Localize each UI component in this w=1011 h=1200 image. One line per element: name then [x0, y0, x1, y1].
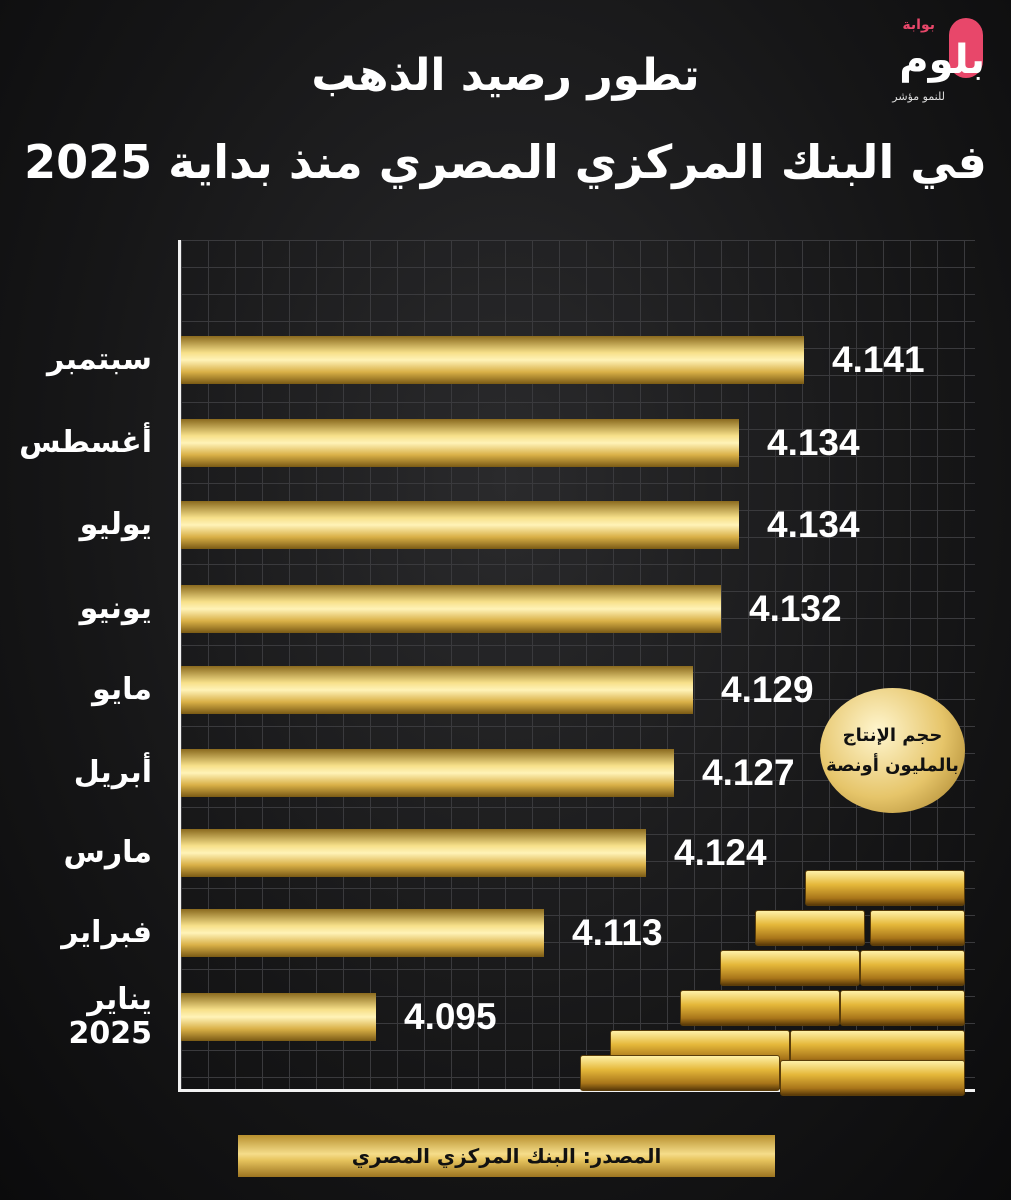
chart-area: 4.141 4.134 4.134 4.132 4.129 4.127 4.124 4.113…: [178, 240, 975, 1092]
chart-title: تطور رصيد الذهب: [311, 50, 700, 101]
bar: [181, 749, 674, 797]
category-label: فبراير: [61, 915, 152, 950]
logo-sub: للنمو مؤشر: [892, 90, 945, 103]
category-label: يونيو: [79, 591, 152, 626]
bar: [181, 501, 739, 549]
category-label: مايو: [92, 672, 152, 707]
logo-top: بوابة: [902, 17, 935, 33]
data-label: 4.095: [404, 996, 497, 1037]
gold-ingot: [580, 1055, 780, 1091]
gold-ingot: [780, 1060, 965, 1096]
gold-ingot: [840, 990, 965, 1026]
bar: [181, 909, 544, 957]
category-label: أغسطس: [19, 425, 152, 460]
data-label: 4.127: [702, 752, 795, 793]
gold-ingot: [805, 870, 965, 906]
gold-bars-illustration: [580, 870, 965, 1096]
data-label: 4.113: [572, 912, 663, 953]
microphone-icon: [949, 18, 983, 78]
data-label: 4.134: [767, 504, 860, 545]
category-label: يناير 2025: [68, 982, 153, 1051]
gold-ingot: [680, 990, 840, 1026]
data-label: 4.132: [749, 588, 842, 629]
data-label: 4.141: [832, 339, 925, 380]
data-label: 4.129: [721, 669, 814, 710]
gold-ingot: [870, 910, 965, 946]
gold-ingot: [720, 950, 860, 986]
gold-ingot: [860, 950, 965, 986]
bar: [181, 336, 804, 384]
logo: بوابة بلوم للنمو مؤشر: [845, 16, 1005, 112]
gold-ingot: [755, 910, 865, 946]
bar: [181, 585, 721, 633]
chart-subtitle: في البنك المركزي المصري منذ بداية 2025: [24, 135, 987, 189]
data-label: 4.134: [767, 422, 860, 463]
source-footer: المصدر: البنك المركزي المصري: [238, 1135, 775, 1177]
category-label: أبريل: [73, 755, 152, 790]
unit-badge: حجم الإنتاج بالمليون أونصة: [820, 688, 965, 813]
data-label: 4.124: [674, 832, 767, 873]
bar: [181, 829, 646, 877]
category-label: يوليو: [79, 507, 152, 542]
bar: [181, 666, 693, 714]
logo-main: بلوم: [899, 37, 985, 83]
unit-badge-line: بالمليون أونصة: [826, 754, 959, 776]
bar: [181, 419, 739, 467]
unit-badge-line: حجم الإنتاج: [842, 724, 943, 746]
bar: [181, 993, 376, 1041]
category-label: سبتمبر: [46, 342, 152, 377]
category-label: مارس: [63, 835, 152, 870]
